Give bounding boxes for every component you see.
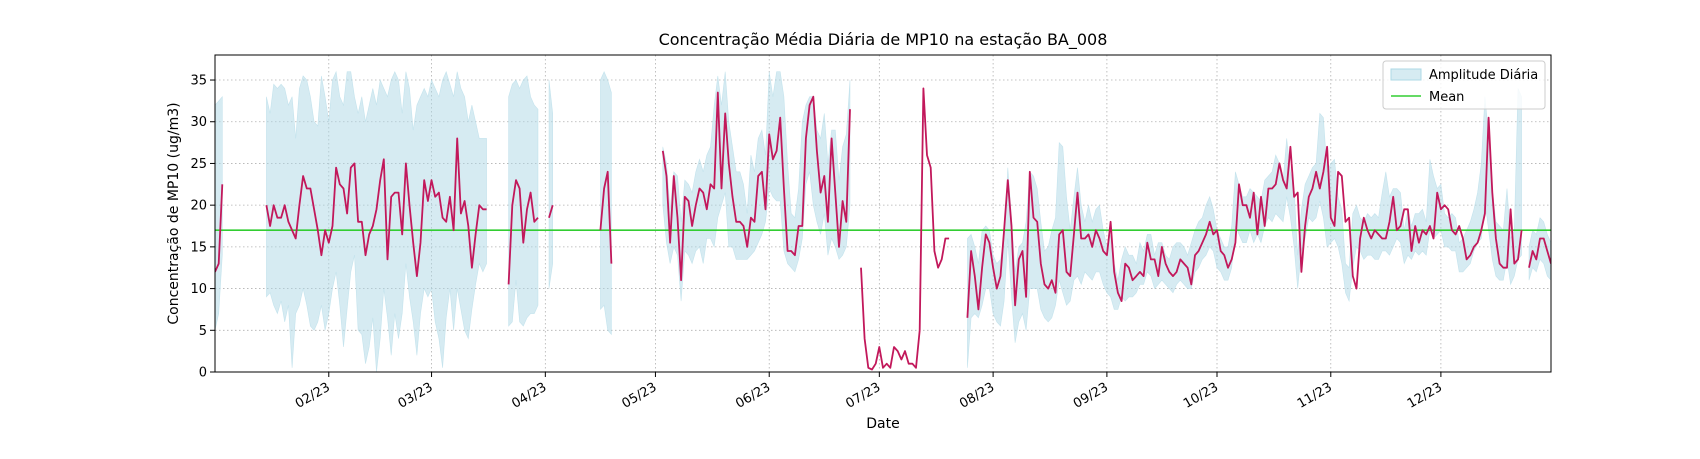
- series-line-segment: [661, 91, 851, 282]
- y-tick-label: 10: [190, 282, 207, 297]
- y-axis-label: Concentração de MP10 (ug/m3): [166, 102, 182, 324]
- x-axis: 02/23 03/23 04/23 05/23 06/23 07/23 08/23 09/23…: [293, 372, 1445, 412]
- amplitude-band-segment: [266, 70, 487, 372]
- y-tick-label: 30: [190, 115, 207, 130]
- y-tick-label: 35: [190, 74, 207, 89]
- x-tick-label: 06/23: [733, 380, 773, 412]
- series-line-segment: [599, 170, 613, 264]
- amplitude-band-segment: [215, 95, 223, 331]
- legend-entry-mean: Mean: [1429, 90, 1464, 105]
- plot-frame: [214, 54, 1552, 373]
- amplitude-band-segment: [548, 79, 554, 289]
- series-line-segment: [265, 137, 487, 278]
- amplitude-band-segment: [600, 70, 612, 336]
- x-tick-label: 08/23: [957, 380, 997, 412]
- series-line-segment: [860, 87, 950, 371]
- amplitude-band-segment: [508, 75, 539, 327]
- x-tick-label: 07/23: [843, 380, 883, 412]
- series-line-segment: [548, 204, 554, 218]
- x-tick-label: 10/23: [1181, 380, 1221, 412]
- x-axis-label: Date: [866, 416, 899, 432]
- x-tick-label: 09/23: [1071, 380, 1111, 412]
- x-tick-label: 05/23: [619, 380, 659, 412]
- amplitude-band-segment: [662, 71, 851, 302]
- series-line-segment: [215, 184, 224, 273]
- y-tick-label: 20: [190, 199, 207, 214]
- series-line-segment: [966, 116, 1523, 318]
- series-line-layer: [215, 87, 1551, 371]
- amplitude-band: [215, 70, 1551, 372]
- x-tick-label: 12/23: [1405, 380, 1445, 412]
- x-tick-label: 02/23: [293, 380, 333, 412]
- x-tick-label: 04/23: [509, 380, 549, 412]
- y-axis: 0 5 10 15 20 25 30 35: [190, 74, 215, 381]
- chart-title: Concentração Média Diária de MP10 na est…: [659, 30, 1108, 50]
- x-tick-label: 11/23: [1295, 380, 1335, 412]
- x-tick-label: 03/23: [396, 380, 436, 412]
- series-line-segment: [507, 179, 539, 285]
- legend-band-swatch: [1390, 68, 1422, 81]
- legend-entry-band: Amplitude Diária: [1429, 68, 1538, 83]
- legend-box: [1382, 60, 1546, 110]
- series-line-segment: [1528, 237, 1551, 268]
- y-tick-label: 25: [190, 157, 207, 172]
- amplitude-band-segment: [967, 88, 1522, 368]
- legend: Amplitude Diária Mean: [1382, 60, 1546, 110]
- amplitude-band-segment: [1528, 217, 1551, 281]
- y-tick-label: 5: [199, 324, 207, 339]
- y-tick-label: 15: [190, 240, 207, 255]
- y-tick-label: 0: [199, 366, 207, 381]
